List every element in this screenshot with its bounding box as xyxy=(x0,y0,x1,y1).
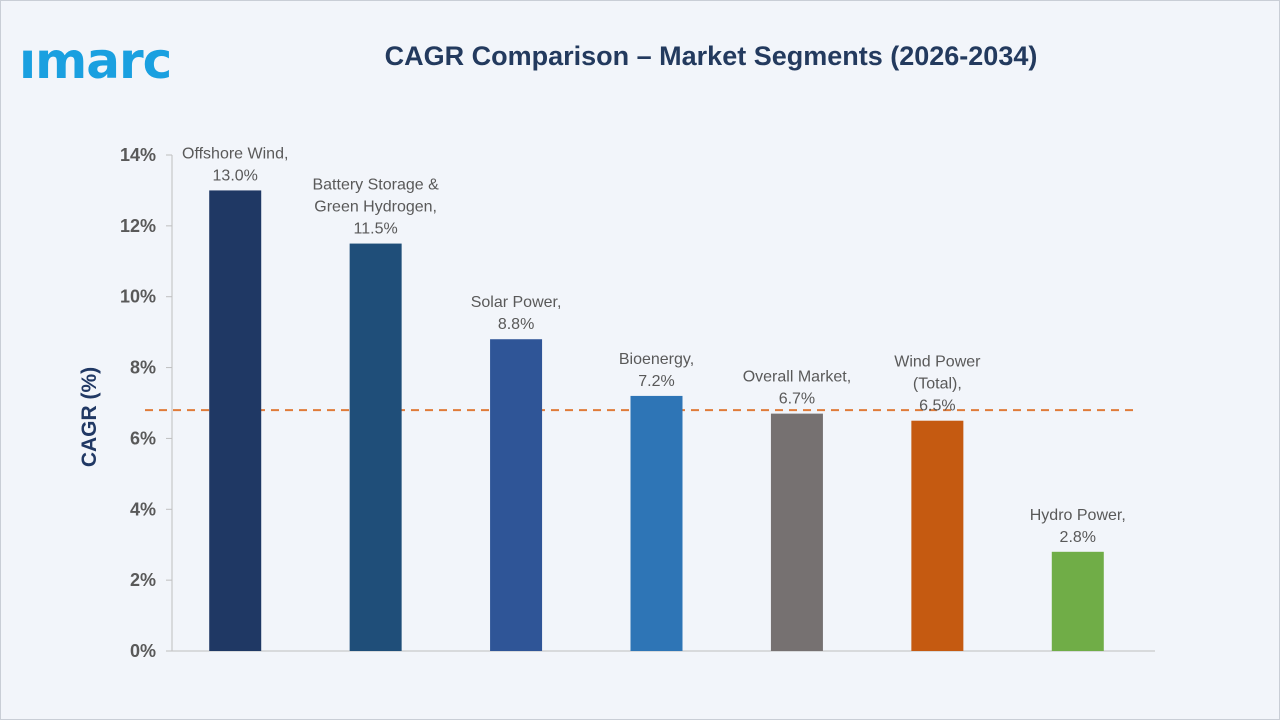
y-tick-label: 2% xyxy=(130,570,156,590)
bar xyxy=(490,339,543,651)
bar xyxy=(349,243,402,652)
data-label: Bioenergy, xyxy=(619,351,694,368)
bar xyxy=(209,190,262,651)
axes: 0% 2% 4% 6% 8% 10% 12% 14% xyxy=(120,145,1155,661)
data-label: 13.0% xyxy=(213,167,258,184)
data-labels: Offshore Wind, 13.0% Battery Storage & Gree… xyxy=(182,145,1126,545)
data-label: Green Hydrogen, xyxy=(314,199,437,216)
y-tick-label: 8% xyxy=(130,358,156,378)
y-tick-label: 4% xyxy=(130,499,156,519)
data-label: (Total), xyxy=(913,376,962,393)
data-label: 11.5% xyxy=(354,221,398,238)
chart-title: CAGR Comparison – Market Segments (2026-… xyxy=(384,41,1038,71)
data-label: Overall Market, xyxy=(743,369,851,386)
y-tick-label: 0% xyxy=(130,641,156,661)
data-label: Wind Power xyxy=(894,354,981,371)
data-label: Hydro Power, xyxy=(1030,507,1126,524)
bar xyxy=(1051,551,1104,651)
y-tick-label: 14% xyxy=(120,145,156,165)
data-label: Battery Storage & xyxy=(312,177,439,194)
data-label: 2.8% xyxy=(1060,529,1096,546)
y-axis-label: CAGR (%) xyxy=(78,367,101,467)
y-tick-label: 12% xyxy=(120,216,156,236)
bar xyxy=(630,395,683,651)
data-label: 6.5% xyxy=(919,398,955,415)
data-label: Offshore Wind, xyxy=(182,145,288,162)
logo-text: ımarc xyxy=(19,32,172,90)
bar xyxy=(770,413,823,651)
y-tick-label: 6% xyxy=(130,428,156,448)
bar xyxy=(911,420,964,651)
y-tick-label: 10% xyxy=(120,287,156,307)
data-label: Solar Power, xyxy=(471,294,562,311)
imarc-logo: ımarc xyxy=(19,31,209,91)
data-label: 8.8% xyxy=(498,316,534,333)
bars xyxy=(209,190,1104,652)
data-label: 6.7% xyxy=(779,391,815,408)
y-axis-label-group: CAGR (%) xyxy=(78,367,101,467)
data-label: 7.2% xyxy=(638,373,674,390)
